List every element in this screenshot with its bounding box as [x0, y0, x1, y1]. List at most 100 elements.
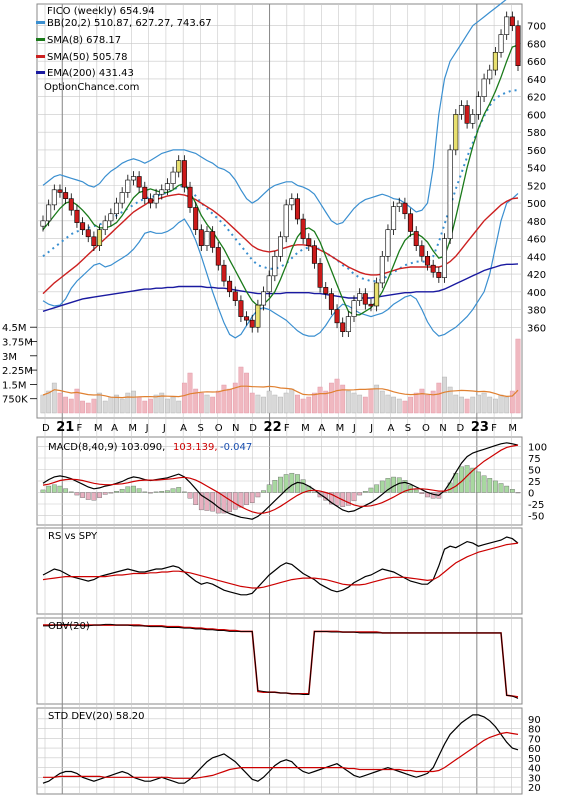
y-tick-label: 360	[527, 323, 546, 334]
volume-bar	[442, 376, 447, 414]
macd-hist-bar	[385, 478, 391, 493]
volume-bar	[142, 400, 148, 414]
macd-hist-bar	[379, 480, 385, 493]
macd-hist-bar	[114, 491, 119, 493]
macd-hist-bar	[481, 475, 487, 493]
candle-body	[136, 176, 142, 188]
volume-bar	[255, 394, 261, 414]
legend-swatch-bb	[36, 21, 45, 24]
x-tick-label: F	[284, 423, 290, 434]
candle-body	[391, 206, 397, 231]
volume-bar	[215, 390, 221, 414]
x-tick-label: M	[336, 423, 345, 434]
x-tick-label: 23	[471, 420, 489, 435]
volume-bar	[80, 400, 85, 414]
candle-body	[119, 192, 125, 204]
volume-bar	[51, 382, 57, 414]
volume-bar	[379, 390, 385, 414]
volume-bar	[238, 366, 244, 414]
candle-body	[255, 304, 261, 328]
candle-body	[408, 213, 414, 232]
chart-title: FICO (weekly) 654.94	[47, 6, 155, 17]
candle-body	[351, 300, 357, 317]
candle-body	[210, 231, 216, 248]
candle-body	[40, 220, 46, 227]
candle-body	[125, 179, 131, 193]
panel-frame-rs	[36, 527, 523, 615]
macd-hist-bar	[187, 492, 193, 499]
volume-tick-label: 4.5M	[2, 323, 27, 334]
std-tick-label: 70	[528, 734, 541, 745]
volume-bar	[362, 396, 368, 414]
macd-hist-bar	[402, 480, 408, 493]
macd-hist-bar	[470, 467, 476, 493]
std-tick-label: 30	[528, 773, 541, 784]
candle-body	[204, 231, 210, 246]
x-tick-label: N	[439, 423, 446, 434]
macd-hist-bar	[244, 492, 249, 505]
candle-body	[487, 69, 493, 80]
candle-body	[300, 218, 306, 239]
legend-item-sma50: SMA(50) 505.78	[47, 52, 128, 63]
std-tick-label: 80	[528, 725, 541, 736]
volume-bar	[102, 400, 108, 414]
macd-hist-bar	[148, 492, 153, 494]
candle-body	[413, 231, 419, 246]
volume-bar	[312, 392, 317, 414]
x-tick-label: N	[232, 423, 239, 434]
volume-bar	[300, 398, 306, 414]
x-tick-label: A	[111, 423, 118, 434]
macd-hist-bar	[165, 490, 170, 493]
macd-hist-bar	[504, 485, 510, 493]
bb-upper-line	[42, 0, 507, 226]
volume-bar	[464, 398, 470, 414]
volume-ma-line	[42, 385, 519, 399]
rs-line	[42, 536, 519, 596]
x-tick-label: M	[128, 423, 137, 434]
candle-body	[311, 245, 317, 264]
volume-bar	[85, 402, 91, 414]
x-tick-label: A	[387, 423, 394, 434]
volume-bar	[476, 394, 481, 414]
macd-hist-bar	[85, 492, 91, 500]
macd-hist-bar	[68, 491, 74, 493]
candle-body	[430, 264, 436, 273]
candle-body	[221, 264, 227, 282]
macd-hist-bar	[232, 492, 238, 510]
macd-tick-label: 0	[528, 488, 534, 499]
candle-body	[74, 209, 80, 223]
volume-bar	[249, 392, 255, 414]
candle-body	[334, 309, 340, 324]
volume-bar	[272, 394, 278, 414]
macd-hist-bar	[119, 489, 125, 493]
macd-hist-bar	[40, 489, 46, 493]
volume-tick-label: 3M	[2, 352, 17, 363]
macd-hist-bar	[328, 492, 334, 505]
volume-bar	[204, 394, 210, 414]
volume-bar	[278, 396, 283, 414]
candle-body	[68, 198, 74, 211]
macd-hist-bar	[413, 489, 419, 493]
std-line	[42, 714, 519, 784]
macd-tick-label: 25	[528, 477, 541, 488]
macd-tick-label: 50	[528, 466, 541, 477]
volume-bar	[430, 390, 436, 414]
volume-bar	[340, 384, 346, 414]
macd-hist-bar	[108, 492, 114, 494]
macd-hist-bar	[131, 485, 136, 493]
x-tick-label: J	[352, 423, 356, 434]
macd-hist-bar	[198, 492, 204, 511]
candle-body	[475, 96, 481, 115]
macd-hist-bar	[272, 480, 278, 493]
macd-hist-bar	[351, 492, 357, 502]
volume-bar	[266, 390, 272, 414]
volume-bar	[193, 388, 199, 414]
x-tick-label: S	[405, 423, 411, 434]
std-ma-line	[43, 731, 519, 779]
volume-bar	[108, 396, 114, 414]
candle-body	[57, 189, 63, 193]
volume-bar	[170, 396, 176, 414]
macd-hist-bar	[515, 492, 521, 494]
volume-bar	[261, 396, 266, 414]
y-tick-label: 420	[527, 270, 546, 281]
